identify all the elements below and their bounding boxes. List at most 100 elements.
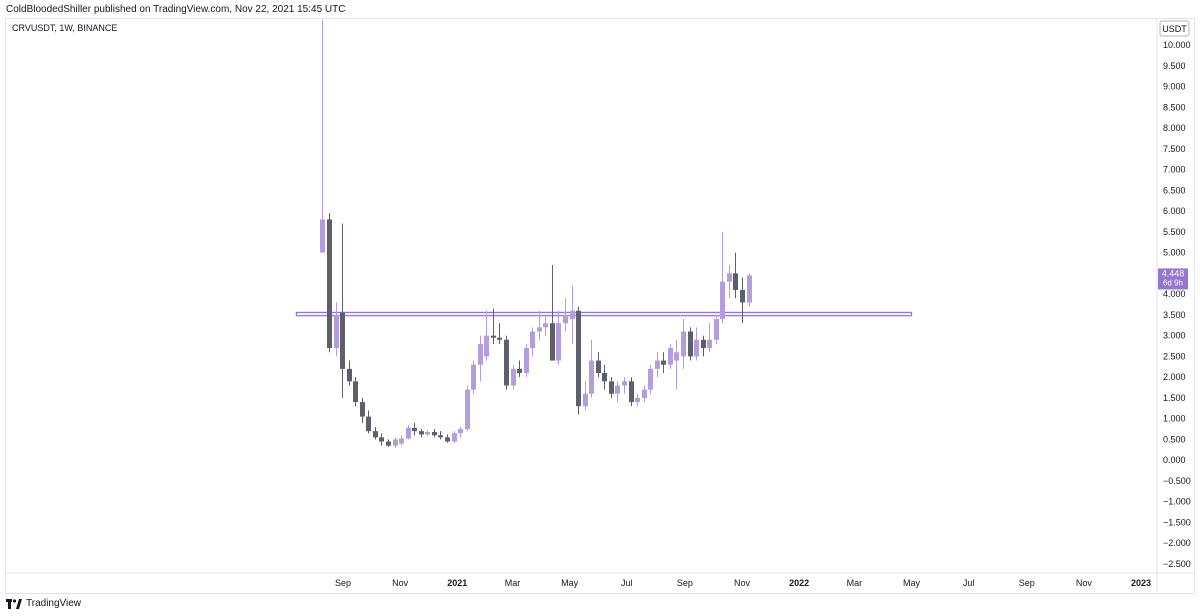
x-tick-label: 2021 [447,578,467,588]
candle-up [707,323,712,353]
candle-up [543,314,548,336]
candle-body [511,368,516,386]
candle-body [694,339,699,357]
last-price-value: 4.448 [1162,268,1185,278]
candle-up [537,310,542,340]
y-tick-label: 9.500 [1163,61,1186,71]
x-tick-label: 2023 [1131,578,1151,588]
candle-body [393,439,398,446]
candle-body [556,323,561,361]
candle-down [740,277,745,324]
candle-body [406,427,411,439]
candle-down [576,306,581,415]
candle-down [327,213,332,353]
candle-body [458,429,463,434]
chart-frame [5,18,1195,594]
candle-body [661,360,666,365]
symbol-label: CRVUSDT, 1W, BINANCE [12,23,118,33]
candle-up [570,285,575,344]
candle-body [478,343,483,365]
y-tick-label: −1.500 [1163,517,1191,527]
candle-body [340,312,345,369]
candle-body [668,348,673,365]
candle-up [615,381,620,403]
last-price-tag: 4.448 6d 9h [1158,268,1188,290]
candle-body [537,327,542,332]
candle-body [327,219,332,349]
candle-up [668,343,673,369]
candle-up [524,343,529,378]
candle-body [465,389,470,430]
candle-body [484,335,489,357]
published-text: published on TradingView.com, Nov 22, 20… [93,4,346,15]
y-tick-label: 1.000 [1163,414,1186,424]
y-tick-label: 6.500 [1163,185,1186,195]
candle-body [733,273,738,290]
candle-down [661,352,666,374]
y-tick-label: 2.000 [1163,372,1186,382]
candle-body [425,431,430,435]
candle-body [504,339,509,386]
candle-up [694,327,699,361]
candle-body [655,360,660,369]
candle-body [596,360,601,374]
x-tick-label: Nov [392,578,409,588]
candle-body [517,368,522,374]
candle-down [701,335,706,357]
y-tick-label: 5.500 [1163,227,1186,237]
candle-body [615,385,620,394]
candle-body [445,437,450,442]
currency-badge-label: USDT [1162,24,1187,34]
candle-up [674,339,679,390]
support-zone-rectangle [295,311,913,317]
candle-down [550,265,555,361]
candle-up [720,231,725,324]
y-tick-label: 6.000 [1163,206,1186,216]
candle-up [484,310,489,361]
candle-body [320,219,325,253]
y-tick-label: 8.500 [1163,102,1186,112]
candle-body [714,319,719,340]
y-tick-label: −2.500 [1163,559,1191,569]
x-tick-label: Nov [1076,578,1093,588]
candle-body [589,360,594,394]
candle-up [583,381,588,411]
candle-body [497,337,502,340]
y-tick-label: 8.000 [1163,123,1186,133]
x-tick-label: Sep [677,578,693,588]
candle-down [497,323,502,344]
x-tick-label: Sep [1019,578,1035,588]
candle-up [563,298,568,332]
y-tick-label: 0.500 [1163,434,1186,444]
zone-layer [295,311,913,317]
candle-down [419,429,424,438]
candle-body [432,431,437,436]
candle-layer [320,20,752,448]
candle-down [360,397,365,423]
candle-up [622,377,627,394]
candle-body [471,364,476,390]
author-name[interactable]: ColdBloodedShiller [6,4,92,15]
candle-down [347,360,352,386]
candle-down [373,426,378,440]
candle-body [543,323,548,328]
time-axis: Sep Nov 2021 Mar May Jul Sep Nov 2022 Mar May Jul Se… [335,578,1151,588]
tradingview-logo-icon[interactable] [6,598,22,609]
candle-down [386,439,391,447]
candle-up [425,430,430,437]
candle-up [530,327,535,357]
candle-body [419,431,424,435]
x-tick-label: 2022 [789,578,809,588]
tradingview-logo-text[interactable]: TradingView [26,598,82,609]
candle-down [353,377,358,407]
candle-body [583,393,588,407]
candle-down [688,327,693,361]
currency-badge: USDT [1159,20,1190,37]
candle-body [353,381,358,403]
candle-body [386,441,391,446]
candle-body [360,402,365,417]
candle-down [366,410,371,434]
y-tick-label: 5.000 [1163,248,1186,258]
y-tick-label: 7.000 [1163,165,1186,175]
